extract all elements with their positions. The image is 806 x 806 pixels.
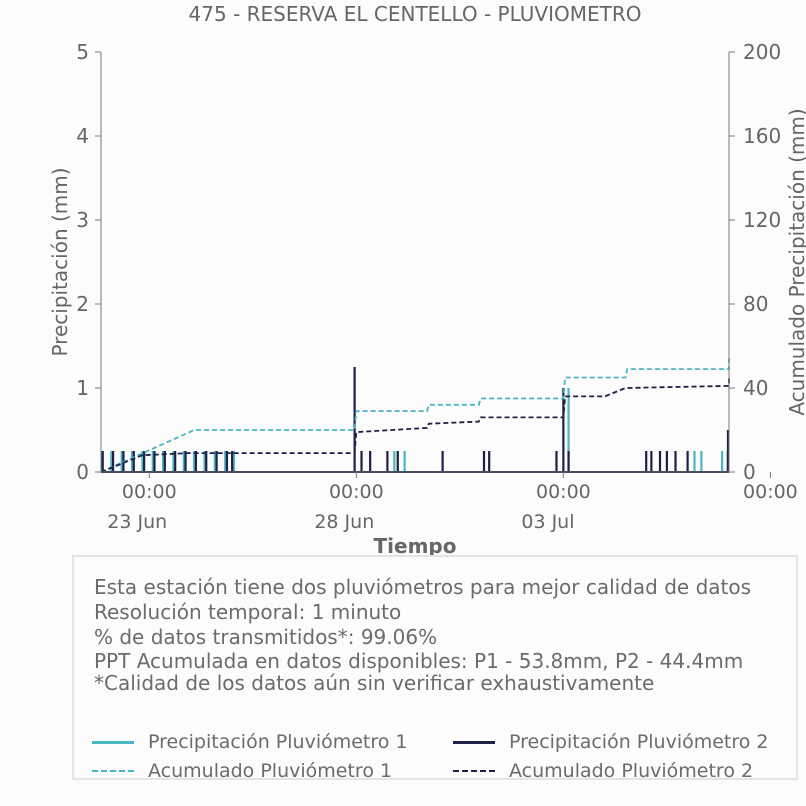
legend-label-a2: Acumulado Pluviómetro 2 <box>509 760 754 782</box>
y2-tick-label: 80 <box>743 292 768 316</box>
y2-tick-label: 200 <box>743 40 781 64</box>
y-tick-label: 2 <box>76 292 89 316</box>
y-tick-label: 5 <box>76 40 89 64</box>
info-line-resolution: Resolución temporal: 1 minuto <box>94 600 402 624</box>
y-tick-label: 0 <box>76 460 89 484</box>
y-axis-label: Precipitación (mm) <box>48 167 72 356</box>
plot-area <box>100 358 730 473</box>
legend-label-a1: Acumulado Pluviómetro 1 <box>148 760 393 782</box>
x-tick-date-label: 03 Jul <box>521 511 574 533</box>
x-tick-label: 00:00 <box>536 481 591 503</box>
legend-accum-p1: Acumulado Pluviómetro 1 <box>92 760 392 782</box>
info-line-stations: Esta estación tiene dos pluviómetros par… <box>94 575 752 599</box>
legend-swatch-p2 <box>453 740 495 744</box>
info-line-accumulated: PPT Acumulada en datos disponibles: P1 -… <box>94 649 744 673</box>
legend-accum-p2: Acumulado Pluviómetro 2 <box>453 760 753 782</box>
x-tick-date-label: 23 Jun <box>107 511 167 533</box>
y2-tick-label: 40 <box>743 376 768 400</box>
y-tick-label: 1 <box>76 376 89 400</box>
x-tick-label: 00:00 <box>329 481 384 503</box>
y2-tick-label: 120 <box>743 208 781 232</box>
legend-swatch-p1 <box>92 740 134 744</box>
y-tick-label: 3 <box>76 208 89 232</box>
accum-line-acumulado-pluvi-metro-1 <box>100 358 730 473</box>
legend-label-p1: Precipitación Pluviómetro 1 <box>148 731 408 753</box>
x-tick-label: 00:00 <box>743 481 798 503</box>
y2-axis-label: Acumulado Precipitación (mm) <box>785 108 806 415</box>
y2-tick-label: 160 <box>743 124 781 148</box>
axis-ticks: 0 1 2 3 4 5 0 40 80 120 160 200 00:00 23 Jun 00:00 28 J… <box>76 40 798 533</box>
y2-tick-label: 0 <box>743 460 756 484</box>
info-panel: Esta estación tiene dos pluviómetros par… <box>72 555 798 782</box>
chart-title: 475 - RESERVA EL CENTELLO - PLUVIOMETRO <box>189 2 642 26</box>
info-line-disclaimer: *Calidad de los datos aún sin verificar … <box>94 671 655 695</box>
legend-swatch-a1 <box>92 770 134 772</box>
accum-line-acumulado-pluvi-metro-2 <box>100 377 730 473</box>
x-axis-label: Tiempo <box>374 534 457 556</box>
x-tick-label: 00:00 <box>122 481 177 503</box>
rainfall-chart: 475 - RESERVA EL CENTELLO - PLUVIOMETRO … <box>48 2 806 556</box>
legend-precip-p1: Precipitación Pluviómetro 1 <box>92 731 408 753</box>
legend-precip-p2: Precipitación Pluviómetro 2 <box>453 731 769 753</box>
x-tick-date-label: 28 Jun <box>314 511 374 533</box>
legend-swatch-a2 <box>453 770 495 772</box>
y-tick-label: 4 <box>76 124 89 148</box>
legend-label-p2: Precipitación Pluviómetro 2 <box>509 731 769 753</box>
info-line-transmitted: % de datos transmitidos*: 99.06% <box>94 625 438 649</box>
